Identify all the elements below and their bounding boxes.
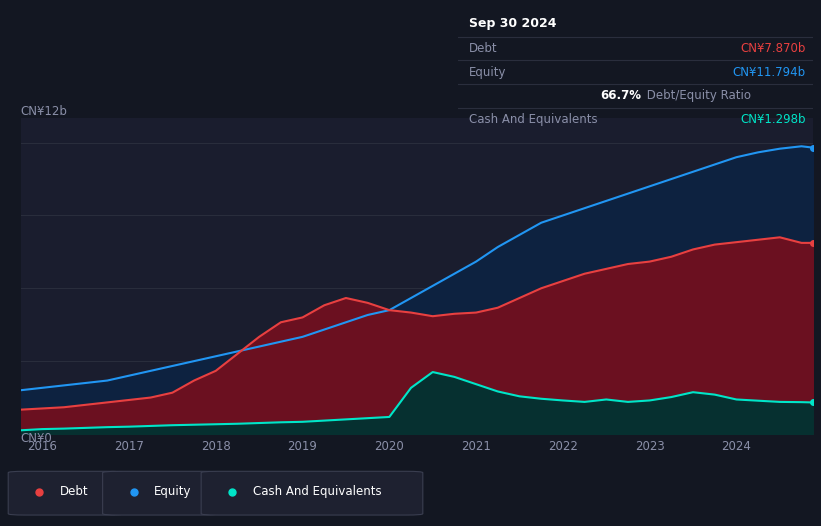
- Text: CN¥7.870b: CN¥7.870b: [741, 42, 805, 55]
- Text: Debt/Equity Ratio: Debt/Equity Ratio: [643, 89, 750, 102]
- FancyBboxPatch shape: [201, 471, 423, 515]
- Text: 66.7%: 66.7%: [600, 89, 641, 102]
- Text: Debt: Debt: [60, 485, 89, 498]
- Text: Debt: Debt: [469, 42, 498, 55]
- Text: CN¥1.298b: CN¥1.298b: [741, 113, 805, 126]
- Text: Sep 30 2024: Sep 30 2024: [469, 17, 557, 30]
- Text: CN¥12b: CN¥12b: [21, 105, 67, 118]
- Text: Equity: Equity: [154, 485, 192, 498]
- Text: Cash And Equivalents: Cash And Equivalents: [469, 113, 598, 126]
- Text: CN¥0: CN¥0: [21, 432, 53, 446]
- FancyBboxPatch shape: [103, 471, 218, 515]
- Text: CN¥11.794b: CN¥11.794b: [732, 66, 805, 78]
- FancyBboxPatch shape: [8, 471, 123, 515]
- Text: Equity: Equity: [469, 66, 507, 78]
- Text: Cash And Equivalents: Cash And Equivalents: [253, 485, 382, 498]
